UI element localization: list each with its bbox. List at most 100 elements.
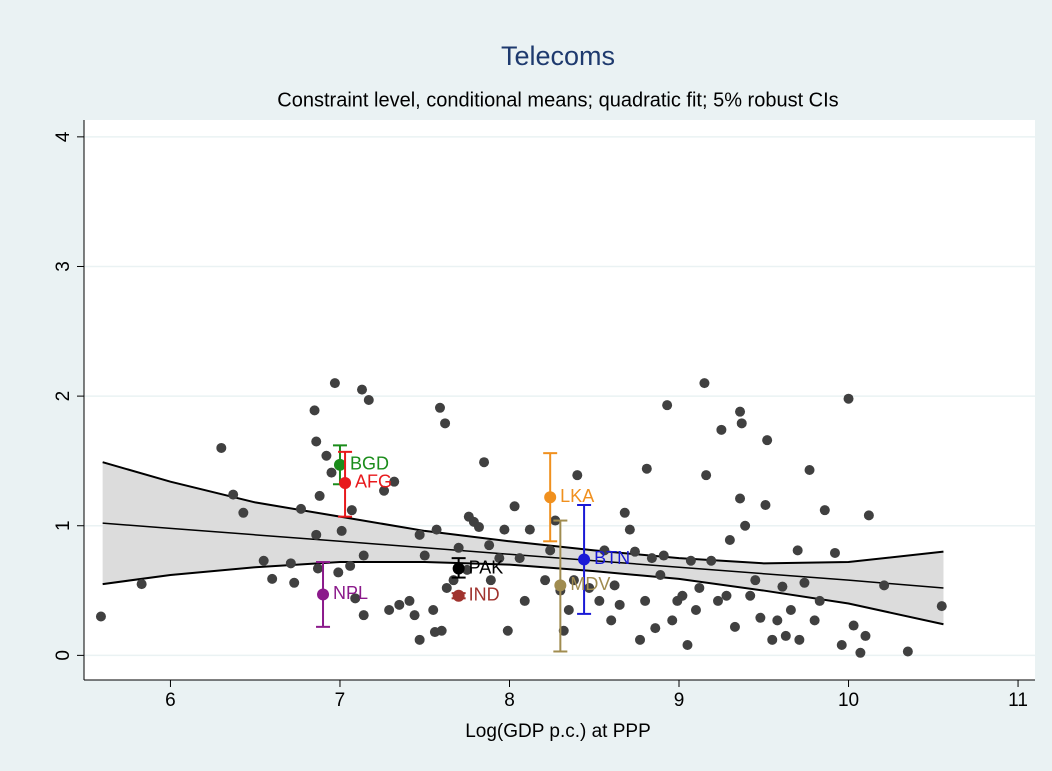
point [326, 467, 337, 478]
x-tick-label: 6 [165, 690, 176, 711]
point [609, 580, 620, 591]
x-tick-label: 7 [335, 690, 346, 711]
point [699, 378, 710, 389]
point [767, 634, 778, 645]
point [514, 553, 525, 564]
point [879, 580, 890, 591]
x-tick-label: 10 [838, 690, 859, 711]
point [809, 615, 820, 626]
point [614, 599, 625, 610]
point [843, 393, 854, 404]
point-label: LKA [560, 486, 594, 506]
point [267, 573, 278, 584]
highlight-point [452, 562, 465, 575]
point [772, 615, 783, 626]
point [357, 384, 368, 395]
point [379, 485, 390, 496]
point [690, 605, 701, 615]
highlight-point [333, 458, 346, 471]
point [677, 590, 688, 601]
point [804, 465, 815, 475]
point [792, 545, 803, 556]
point [902, 646, 913, 657]
point [453, 542, 464, 553]
point [336, 525, 347, 536]
highlight-point [544, 491, 557, 504]
point-label: BGD [350, 454, 389, 474]
chart-subtitle: Constraint level, conditional means; qua… [277, 89, 838, 111]
point [289, 577, 300, 588]
point [706, 555, 717, 566]
point [350, 593, 361, 604]
chart-title: Telecoms [501, 41, 615, 71]
point [685, 555, 696, 566]
y-tick-label: 3 [53, 261, 74, 272]
point [568, 575, 579, 586]
y-tick-label: 1 [53, 520, 74, 531]
point [414, 529, 425, 540]
point [780, 630, 791, 641]
highlight-point [578, 553, 591, 566]
point [484, 540, 495, 551]
point [389, 476, 400, 487]
point [563, 605, 574, 615]
point [309, 405, 320, 416]
point [384, 605, 395, 615]
point [799, 577, 810, 588]
point [358, 550, 369, 561]
point [760, 500, 771, 510]
point [735, 493, 746, 504]
point [745, 590, 756, 601]
point [216, 442, 227, 453]
point-label: BTN [594, 548, 630, 568]
point [285, 558, 296, 569]
point [485, 575, 496, 586]
point [936, 601, 947, 612]
point [311, 529, 322, 540]
x-tick-label: 11 [1008, 690, 1028, 711]
point [646, 553, 657, 564]
point [136, 579, 147, 590]
point [545, 545, 556, 556]
point [740, 520, 751, 531]
point-label: PAK [469, 557, 504, 577]
point [311, 436, 322, 447]
highlight-point [339, 476, 352, 489]
point [814, 595, 825, 606]
point [662, 400, 673, 411]
point [404, 595, 415, 606]
point [629, 546, 640, 557]
highlight-point [317, 588, 330, 601]
point [258, 555, 269, 566]
point [95, 611, 106, 622]
point [724, 535, 735, 545]
point [594, 595, 605, 606]
point [619, 507, 630, 518]
point [333, 567, 344, 578]
point [363, 395, 374, 405]
point [750, 575, 761, 586]
ci-upper [102, 461, 944, 565]
point [428, 605, 439, 615]
y-tick-label: 2 [53, 391, 74, 402]
point [312, 563, 323, 574]
point [414, 634, 425, 645]
point [519, 595, 530, 606]
point [473, 522, 484, 533]
point [494, 553, 505, 564]
point [762, 435, 773, 446]
point [228, 489, 239, 500]
point [694, 582, 705, 593]
point [440, 418, 451, 429]
point [794, 634, 805, 645]
point [785, 605, 796, 615]
point [314, 490, 325, 501]
ci-lower [102, 561, 944, 626]
highlight-point [554, 579, 567, 592]
point [409, 610, 420, 621]
point-label: MDV [570, 574, 610, 594]
highlight-point [452, 589, 465, 602]
x-tick-label: 8 [504, 690, 515, 711]
point [419, 550, 430, 561]
